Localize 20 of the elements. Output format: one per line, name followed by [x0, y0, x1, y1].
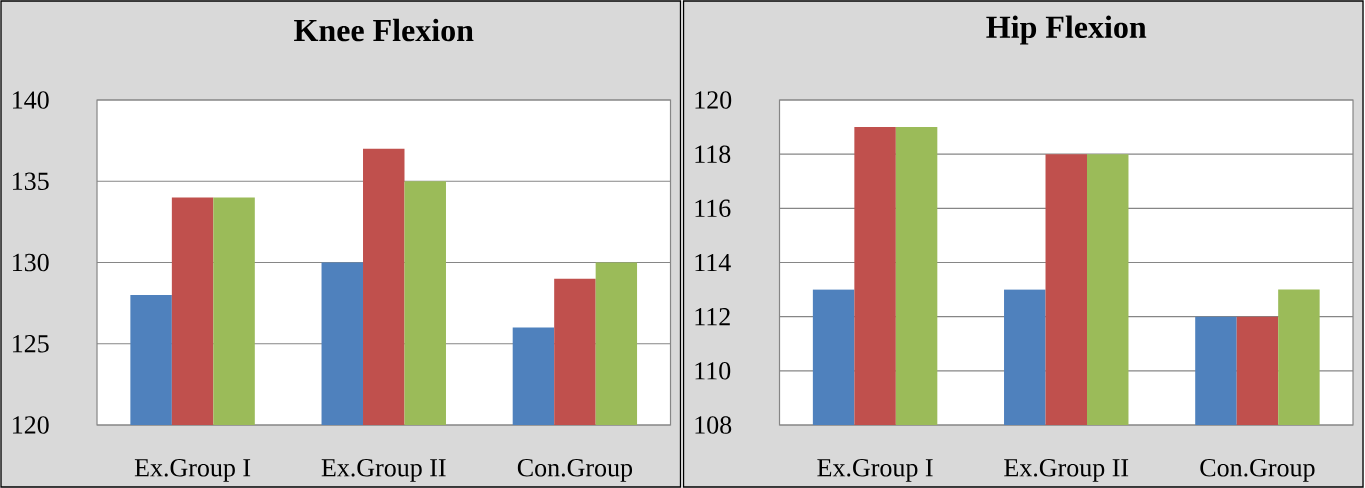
- y-tick-label: 108: [695, 416, 732, 434]
- y-tick-label: 125: [12, 335, 49, 353]
- y-tick-label: 118: [695, 145, 731, 163]
- chart-title: Knee Flexion: [294, 18, 474, 42]
- y-tick-label: 130: [12, 253, 49, 272]
- y-tick-label: 135: [12, 172, 49, 190]
- y-tick-label: 116: [695, 199, 731, 218]
- x-tick-label: Con.Group: [1200, 459, 1315, 482]
- x-tick-label: Ex.Group I: [817, 459, 933, 482]
- y-tick-label: 140: [12, 91, 49, 109]
- x-tick-label: Ex.Group II: [321, 459, 446, 482]
- x-tick-label: Con.Group: [517, 459, 633, 482]
- chart-title: Hip Flexion: [986, 15, 1147, 45]
- y-tick-label: 120: [695, 91, 732, 109]
- x-tick-label: Ex.Group I: [134, 459, 251, 482]
- y-tick-label: 110: [695, 362, 731, 380]
- x-tick-label: Ex.Group II: [1004, 459, 1129, 482]
- y-tick-label: 112: [695, 308, 730, 326]
- y-tick-label: 120: [12, 416, 49, 434]
- y-tick-label: 114: [695, 253, 731, 272]
